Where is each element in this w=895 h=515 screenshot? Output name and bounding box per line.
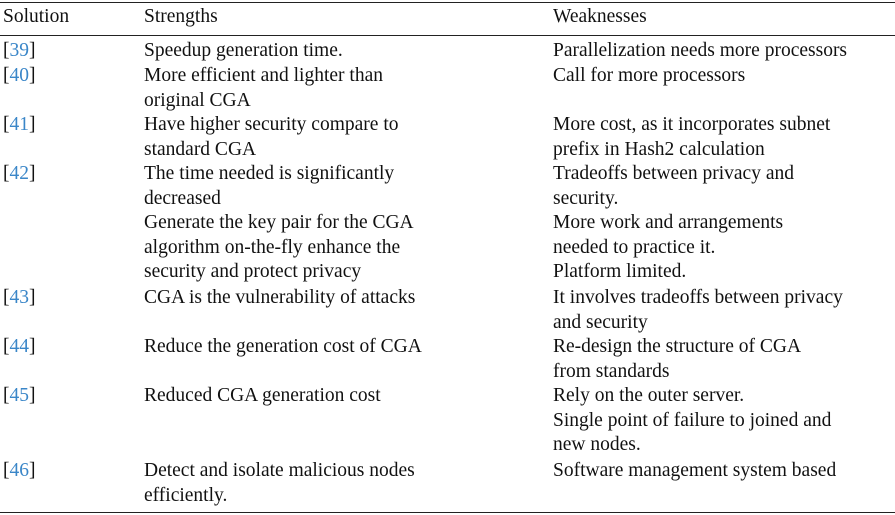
solution-cell: [46] [3,460,36,481]
citation-link[interactable]: 43 [9,287,30,308]
weakness-cell: Software management system based [553,460,837,481]
strength-cell: Reduce the generation cost of CGA [144,336,422,357]
citation-link[interactable]: 45 [9,385,30,406]
citation-link[interactable]: 40 [9,65,30,86]
solution-cell: [45] [3,385,36,406]
table-bottom-rule [0,512,895,513]
solution-cell: [39] [3,40,36,61]
strength-cell: Speedup generation time. [144,40,343,61]
citation-link[interactable]: 41 [9,114,30,135]
citation-link[interactable]: 46 [9,460,30,481]
header-solution: Solution [3,6,70,27]
strength-cell: Detect and isolate malicious nodes effic… [144,460,415,506]
header-rule [0,35,895,36]
weakness-cell: More cost, as it incorporates subnet pre… [553,114,831,160]
header-strengths: Strengths [144,6,218,27]
header-weaknesses: Weaknesses [553,6,647,27]
table-top-rule [0,2,895,3]
weakness-cell: Rely on the outer server. Single point o… [553,385,832,456]
strength-cell: CGA is the vulnerability of attacks [144,287,416,308]
citation-link[interactable]: 42 [9,163,30,184]
weakness-cell: Parallelization needs more processors [553,40,848,61]
solution-cell: [40] [3,65,36,86]
solution-cell: [41] [3,114,36,135]
strength-cell: More efficient and lighter than original… [144,65,383,111]
strength-cell: The time needed is significantly decreas… [144,163,414,283]
weakness-cell: It involves tradeoffs between privacy an… [553,287,843,333]
weakness-cell: Tradeoffs between privacy and security. … [553,163,794,283]
strength-cell: Reduced CGA generation cost [144,385,381,406]
strength-cell: Have higher security compare to standard… [144,114,399,160]
weakness-cell: Call for more processors [553,65,746,86]
solution-cell: [44] [3,336,36,357]
citation-link[interactable]: 44 [9,336,30,357]
solution-cell: [43] [3,287,36,308]
weakness-cell: Re-design the structure of CGA from stan… [553,336,802,382]
solution-cell: [42] [3,163,36,184]
citation-link[interactable]: 39 [9,40,30,61]
